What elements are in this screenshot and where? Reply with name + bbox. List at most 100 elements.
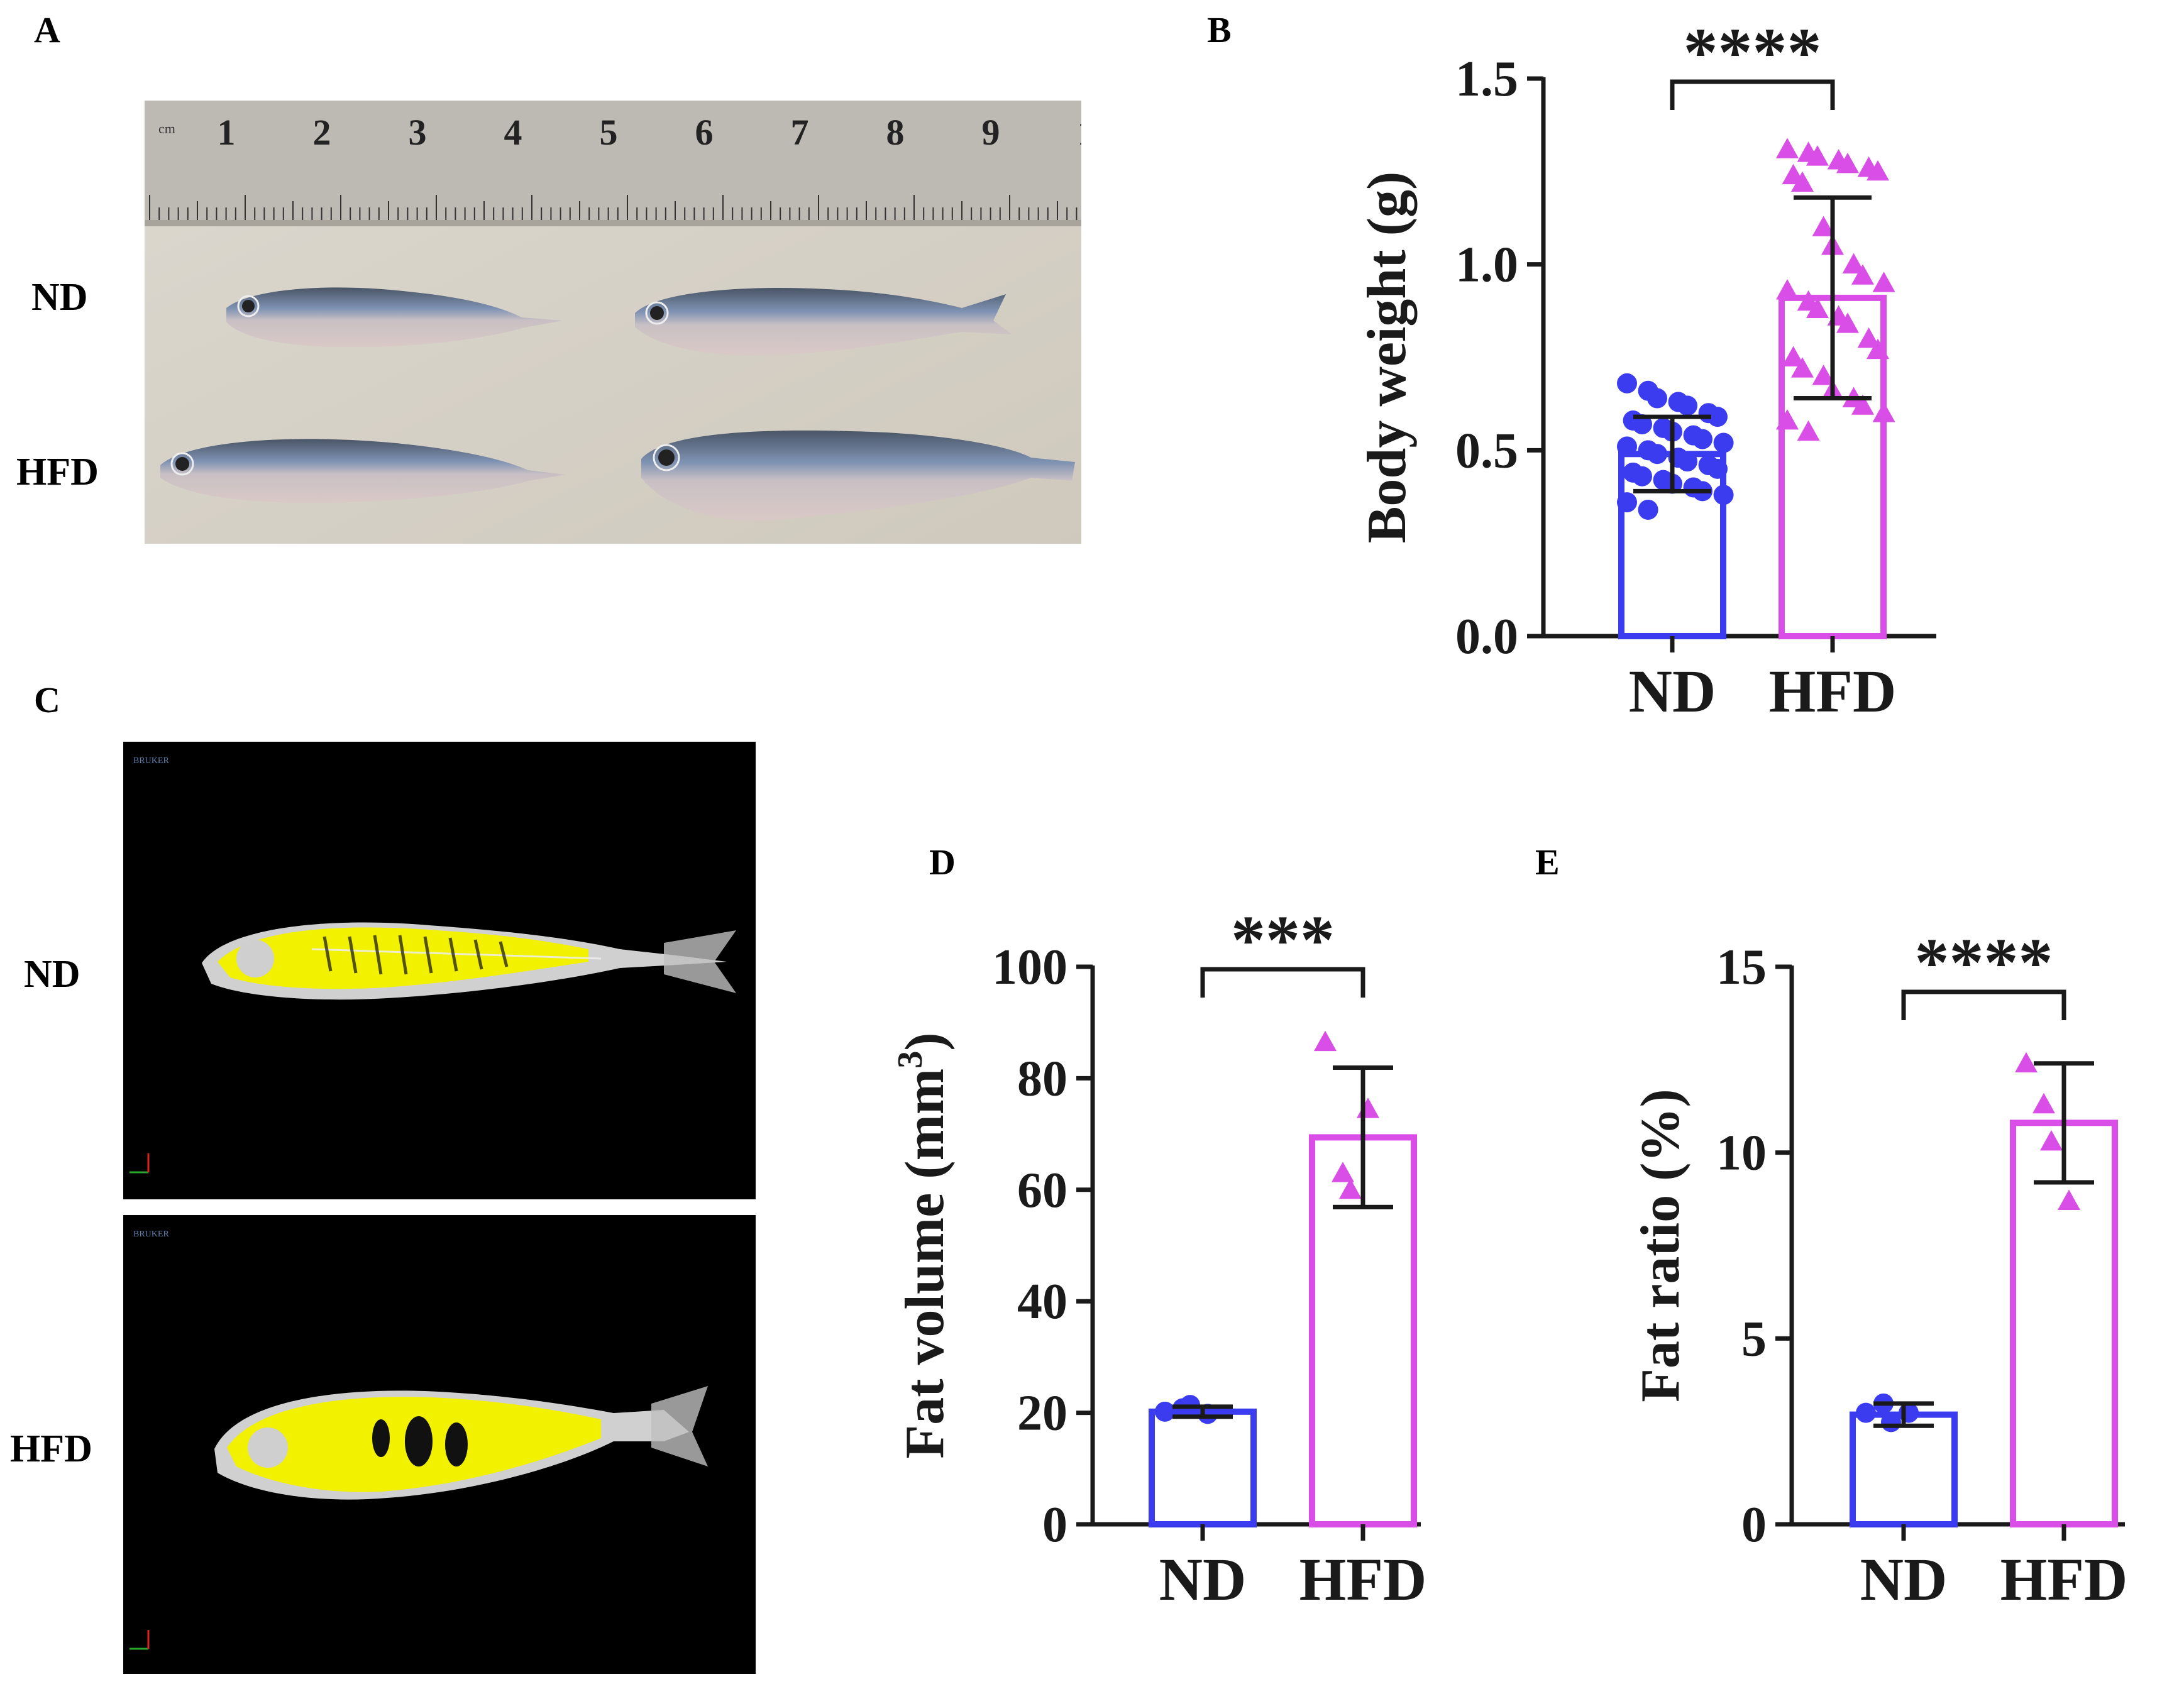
- data-point-hfd: [1314, 1030, 1337, 1052]
- ruler-number: 7: [791, 112, 809, 153]
- data-point-nd: [1617, 492, 1637, 513]
- y-axis-title: Fat ratio (%): [1630, 1089, 1691, 1402]
- data-point-hfd: [1806, 297, 1829, 319]
- data-point-hfd: [2032, 1092, 2055, 1114]
- data-point-nd: [1632, 466, 1652, 487]
- data-point-hfd: [1842, 253, 1865, 274]
- data-point-nd: [1647, 388, 1667, 409]
- data-point-hfd: [1872, 272, 1895, 292]
- data-point-nd: [1713, 432, 1734, 453]
- y-tick-label: 80: [1017, 1051, 1067, 1106]
- data-point-nd: [1881, 1412, 1901, 1433]
- ruler-number: 5: [600, 112, 618, 153]
- bruker-logo: BRUKER: [133, 1230, 169, 1239]
- y-tick-label: 40: [1017, 1274, 1067, 1329]
- axis-glyph: [130, 1630, 150, 1650]
- data-point-nd: [1692, 429, 1712, 449]
- x-tick-label-hfd: HFD: [1769, 657, 1897, 725]
- data-point-hfd: [1851, 264, 1874, 285]
- data-point-hfd: [1782, 346, 1805, 366]
- y-tick-label: 1.5: [1455, 52, 1518, 107]
- data-point-hfd: [1797, 420, 1820, 441]
- row-label-hfd-photo: HFD: [16, 451, 99, 493]
- ct-fish-nd: [202, 922, 736, 1000]
- x-tick-label-nd: ND: [1629, 657, 1716, 725]
- bar-nd: [1149, 1408, 1257, 1527]
- y-tick-label: 0: [1042, 1497, 1067, 1553]
- fish-photo: cm 1 2 3 4 5 6 7 8 9 1: [145, 101, 1081, 544]
- y-tick-label: 10: [1716, 1126, 1767, 1181]
- data-point-hfd: [1776, 279, 1799, 300]
- data-point-hfd: [1791, 171, 1814, 192]
- ruler-number: 3: [409, 112, 427, 153]
- ruler: cm 1 2 3 4 5 6 7 8 9 1: [145, 101, 1081, 226]
- row-label-nd-ct: ND: [24, 953, 80, 996]
- y-tick-label: 15: [1716, 940, 1767, 995]
- data-point-hfd: [1791, 357, 1814, 378]
- data-point-hfd: [1851, 394, 1874, 415]
- data-point-hfd: [1867, 338, 1889, 360]
- y-tick-label: 1.0: [1455, 238, 1518, 293]
- data-point-nd: [1155, 1401, 1175, 1422]
- y-tick-label: 20: [1017, 1386, 1067, 1441]
- ruler-number: 1: [218, 112, 236, 153]
- y-axis-title-superscript: 3: [891, 1051, 930, 1069]
- panel-letter-e: E: [1535, 842, 1560, 883]
- data-point-nd: [1647, 444, 1667, 465]
- significance-label: ****: [1915, 924, 2053, 1001]
- panel-letter-d: D: [929, 842, 956, 883]
- y-axis-title: Body weight (g): [1357, 172, 1418, 544]
- significance-bracket: [1670, 79, 1835, 110]
- data-point-hfd: [2040, 1130, 2063, 1151]
- y-tick-label: 0: [1741, 1497, 1767, 1553]
- data-point-nd: [1856, 1402, 1876, 1423]
- data-point-nd: [1638, 499, 1658, 520]
- fish-hfd-1: [160, 439, 566, 503]
- data-point-nd: [1713, 485, 1734, 505]
- data-point-hfd: [1357, 1098, 1379, 1118]
- panel-letter-a: A: [34, 9, 60, 50]
- y-tick-label: 60: [1017, 1163, 1067, 1218]
- fish-hfd-2: [641, 430, 1075, 521]
- y-tick-label: 5: [1741, 1311, 1767, 1367]
- y-axis-title: Fat volume (mm3): [891, 1032, 956, 1458]
- ruler-unit: cm: [158, 121, 175, 136]
- x-tick-label-hfd: HFD: [2000, 1546, 2128, 1613]
- data-point-nd: [1677, 395, 1697, 416]
- ruler-number: 1: [1078, 112, 1082, 153]
- x-tick-label-nd: ND: [1159, 1546, 1247, 1613]
- ruler-number: 2: [313, 112, 331, 153]
- ruler-number: 6: [695, 112, 714, 153]
- y-axis-title-text: Fat ratio (%): [1630, 1089, 1691, 1402]
- ct-fish-hfd: [214, 1386, 708, 1500]
- chart-fat-volume: 0 20 40 60 80 100 Fat volume (mm3) ND HFD ***: [891, 901, 1426, 1613]
- chart-fat-ratio: 0 5 10 15 Fat ratio (%) ND HFD ****: [1630, 924, 2128, 1613]
- data-point-hfd: [1776, 138, 1799, 158]
- data-point-hfd: [1812, 216, 1835, 236]
- ruler-number: 4: [504, 112, 522, 153]
- data-point-nd: [1707, 407, 1728, 427]
- data-point-hfd: [1776, 409, 1799, 430]
- data-point-nd: [1677, 451, 1697, 472]
- row-label-hfd-ct: HFD: [10, 1428, 92, 1470]
- fish-nd-1: [226, 287, 563, 348]
- panel-letter-c: C: [34, 679, 60, 720]
- data-point-hfd: [1806, 145, 1829, 166]
- data-point-nd: [1707, 458, 1728, 479]
- data-point-hfd: [1836, 312, 1859, 333]
- data-point-hfd: [1872, 402, 1895, 422]
- data-point-hfd: [1339, 1178, 1362, 1199]
- data-point-hfd: [1867, 160, 1889, 181]
- y-tick-label: 0.5: [1455, 423, 1518, 478]
- data-point-hfd: [1857, 327, 1880, 348]
- bar-nd: [1850, 1411, 1958, 1527]
- ruler-number: 8: [886, 112, 905, 153]
- ruler-number: 9: [982, 112, 1000, 153]
- y-axis-title-text: Fat volume (mm: [895, 1069, 956, 1459]
- ct-scan-nd: BRUKER: [123, 742, 756, 1199]
- y-tick-label: 100: [992, 940, 1067, 995]
- y-tick-label: 0.0: [1455, 609, 1518, 664]
- axis-glyph: [130, 1153, 150, 1174]
- significance-label: ***: [1231, 901, 1335, 978]
- ct-scan-hfd: BRUKER: [123, 1215, 756, 1674]
